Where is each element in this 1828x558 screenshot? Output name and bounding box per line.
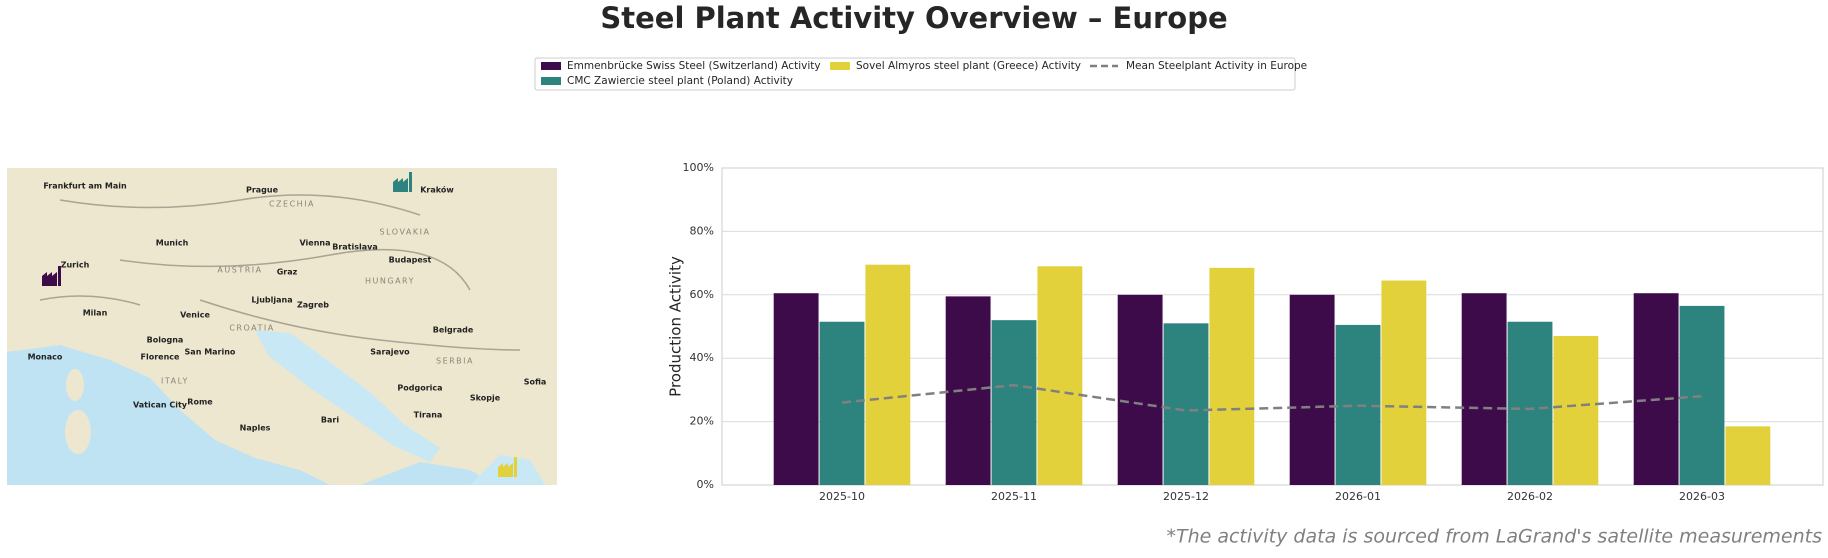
y-tick-label: 60% [690, 288, 714, 301]
plant-icon [393, 172, 412, 192]
map-label: Bratislava [332, 243, 378, 252]
map-sea [7, 345, 330, 485]
map-label: Zagreb [297, 301, 329, 310]
x-tick-label: 2026-02 [1507, 490, 1553, 503]
map-island [65, 410, 91, 454]
map-label: Monaco [28, 353, 63, 362]
map-label: Vienna [299, 239, 330, 248]
bar [819, 321, 865, 485]
x-tick-label: 2026-01 [1335, 490, 1381, 503]
map: Frankfurt am Main Prague CZECHIA SLOVAKIA Mu… [7, 168, 557, 485]
map-label: SLOVAKIA [380, 228, 431, 237]
map-label: Florence [141, 353, 181, 362]
map-label: Sofia [524, 378, 547, 387]
bar [1209, 267, 1255, 485]
map-label: ITALY [161, 377, 189, 386]
footnote: *The activity data is sourced from LaGra… [1166, 526, 1822, 548]
y-tick-label: 40% [690, 351, 714, 364]
bar [1117, 294, 1163, 485]
map-label: CZECHIA [269, 200, 315, 209]
map-label: Prague [246, 186, 279, 195]
y-tick-label: 80% [690, 224, 714, 237]
legend-label: Mean Steelplant Activity in Europe [1126, 60, 1307, 72]
map-label: CROATIA [229, 324, 274, 333]
map-label: Graz [277, 268, 298, 277]
map-label: Vatican City [133, 401, 188, 410]
map-label: Budapest [389, 256, 432, 265]
bar [1163, 323, 1209, 485]
map-label: Zurich [61, 261, 90, 270]
legend-label: Emmenbrücke Swiss Steel (Switzerland) Ac… [567, 60, 821, 72]
bar [1461, 293, 1507, 485]
plot-frame [721, 167, 1824, 486]
legend-swatch [541, 62, 561, 70]
map-label: Venice [180, 311, 210, 320]
map-border [39, 194, 521, 351]
bar [1507, 321, 1553, 485]
bar [773, 293, 819, 485]
bar [1289, 294, 1335, 485]
y-tick-label: 0% [697, 478, 714, 491]
map-sea [360, 462, 495, 485]
map-label: Naples [240, 424, 271, 433]
y-axis-label: Production Activity [667, 256, 685, 397]
x-tick-label: 2025-10 [819, 490, 865, 503]
legend-swatch [830, 62, 850, 70]
x-tick-label: 2025-11 [991, 490, 1037, 503]
legend-swatch [541, 77, 561, 85]
map-label: Kraków [420, 185, 454, 195]
map-label: AUSTRIA [217, 266, 262, 275]
map-label: SERBIA [436, 357, 474, 366]
bar [1037, 266, 1083, 485]
map-label: Ljubljana [251, 296, 292, 305]
map-label: Rome [187, 398, 213, 407]
map-sea [255, 330, 440, 462]
map-island [66, 369, 84, 401]
bar [865, 264, 911, 485]
map-label: Belgrade [433, 326, 474, 335]
map-label: Bologna [147, 336, 184, 345]
bar [991, 320, 1037, 485]
bar [1679, 305, 1725, 485]
map-label: Bari [321, 416, 339, 425]
x-tick-label: 2026-03 [1679, 490, 1725, 503]
y-tick-label: 100% [683, 161, 714, 174]
plant-icon [498, 457, 517, 477]
map-label: HUNGARY [365, 277, 415, 286]
chart-title: Steel Plant Activity Overview – Europe [600, 1, 1227, 35]
x-tick-label: 2025-12 [1163, 490, 1209, 503]
map-label: Munich [156, 239, 189, 248]
bar [1725, 426, 1771, 485]
map-label: Sarajevo [370, 348, 410, 357]
map-label: Tirana [414, 411, 443, 420]
bar [1381, 280, 1427, 485]
map-label: Milan [83, 309, 108, 318]
mean-line [841, 383, 1703, 412]
legend-label: CMC Zawiercie steel plant (Poland) Activ… [567, 75, 793, 87]
plant-icon [42, 266, 61, 286]
y-tick-label: 20% [690, 415, 714, 428]
map-label: Frankfurt am Main [43, 182, 127, 191]
map-label: Skopje [470, 394, 501, 403]
map-label: San Marino [185, 348, 236, 357]
legend-label: Sovel Almyros steel plant (Greece) Activ… [856, 60, 1081, 72]
map-label: Podgorica [397, 384, 442, 393]
bar [1553, 336, 1599, 485]
bar [1633, 293, 1679, 485]
